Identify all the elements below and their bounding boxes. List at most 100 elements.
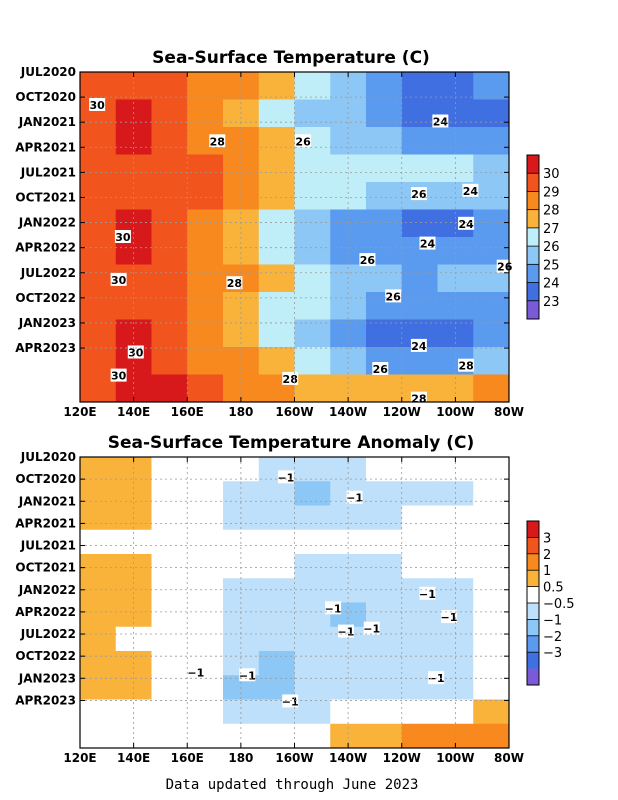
heatmap-cell <box>366 699 403 725</box>
contour-label: 24 <box>463 185 479 198</box>
heatmap-cell <box>258 292 295 320</box>
heatmap-cell <box>151 182 188 210</box>
contour-label-bg <box>282 371 299 385</box>
colorbar-swatch <box>527 586 539 604</box>
heatmap-cell <box>437 292 474 320</box>
heatmap-cell <box>187 264 224 293</box>
heatmap-cell <box>80 651 117 676</box>
anomaly-plot-area <box>80 457 510 749</box>
heatmap-cell <box>294 457 331 482</box>
heatmap-cell <box>366 651 403 676</box>
y-tick-label: OCT2021 <box>15 190 76 204</box>
y-tick-label: JUL2020 <box>20 450 76 464</box>
colorbar-swatch <box>527 227 539 247</box>
colorbar-swatch <box>527 668 539 686</box>
x-tick-label: 180 <box>228 405 253 419</box>
heatmap-cell <box>115 292 152 320</box>
sst-axes: 120E 140E 160E 180 160W 140W 120W 100W 80W JUL202… <box>15 65 524 419</box>
x-tick-label: 120E <box>63 405 96 419</box>
heatmap-cell <box>187 319 224 348</box>
heatmap-cell <box>437 127 474 155</box>
contour-label-bg <box>372 362 389 375</box>
heatmap-cell <box>330 292 367 320</box>
heatmap-cell <box>80 347 117 375</box>
heatmap-cell <box>366 182 403 210</box>
heatmap-cell <box>294 237 331 265</box>
heatmap-cell <box>151 457 188 482</box>
heatmap-cell <box>80 723 117 749</box>
contour-label: 24 <box>420 238 436 251</box>
heatmap-cell <box>258 723 295 749</box>
heatmap-cell <box>258 347 295 375</box>
colorbar-swatch <box>527 553 539 571</box>
colorbar-swatch <box>527 191 539 210</box>
colorbar-swatch <box>527 264 539 283</box>
heatmap-cell <box>401 529 438 555</box>
heatmap-cell <box>187 72 224 100</box>
x-tick-label: 120W <box>383 405 421 419</box>
contour-label-bg <box>458 358 475 372</box>
heatmap-cell <box>187 626 224 652</box>
heatmap-cell <box>294 505 331 531</box>
heatmap-cell <box>473 374 510 403</box>
heatmap-cell <box>366 505 403 531</box>
heatmap-cell <box>151 554 188 579</box>
heatmap-cell <box>187 154 224 183</box>
heatmap-cell <box>330 347 367 375</box>
heatmap-cell <box>223 578 260 603</box>
y-tick-label: OCT2022 <box>15 649 76 663</box>
colorbar-swatch <box>527 603 539 620</box>
heatmap-cell <box>366 554 403 579</box>
contour-label-bg <box>127 345 144 359</box>
heatmap-cell <box>258 209 295 238</box>
heatmap-cell <box>151 699 188 725</box>
colorbar-label: 2 <box>543 548 551 563</box>
heatmap-cell <box>151 481 188 506</box>
heatmap-cell <box>80 237 117 265</box>
heatmap-cell <box>80 699 117 725</box>
colorbar-swatch <box>527 282 539 302</box>
heatmap-cell <box>473 182 510 210</box>
colorbar-swatch <box>527 537 539 555</box>
contour-label-bg <box>110 272 127 286</box>
heatmap-cell <box>187 723 224 749</box>
heatmap-cell <box>294 529 331 555</box>
contour-label-bg <box>428 671 445 685</box>
colorbar-label: −0.5 <box>543 597 575 612</box>
heatmap-cell <box>80 554 117 579</box>
contour-label: −1 <box>346 492 363 505</box>
heatmap-cell <box>294 626 331 652</box>
contour-label: 26 <box>295 135 311 148</box>
contour-label-bg <box>410 187 427 201</box>
heatmap-cell <box>151 529 188 555</box>
contour-label: 28 <box>210 135 225 148</box>
heatmap-cell <box>473 457 510 482</box>
contour-label-bg <box>432 114 449 128</box>
contour-label-bg <box>89 98 106 111</box>
heatmap-cell <box>187 292 224 320</box>
heatmap-cell <box>151 347 188 375</box>
heatmap-cell <box>151 374 188 403</box>
heatmap-cell <box>80 529 117 555</box>
contour-label: −1 <box>363 623 380 636</box>
y-tick-label: APR2023 <box>15 693 76 707</box>
contour-label: −1 <box>419 588 436 601</box>
x-tick-label: 100W <box>436 751 474 765</box>
contour-label: 26 <box>373 363 389 376</box>
x-tick-label: 160E <box>171 751 204 765</box>
y-tick-label: APR2021 <box>15 140 76 154</box>
heatmap-cell <box>294 347 331 375</box>
contour-label-bg <box>410 338 427 352</box>
heatmap-cell <box>151 72 188 100</box>
y-tick-label: JUL2021 <box>20 165 76 179</box>
colorbar-label: 29 <box>543 185 560 200</box>
heatmap-cell <box>473 154 510 183</box>
heatmap-cell <box>401 209 438 238</box>
heatmap-cell <box>258 481 295 506</box>
heatmap-cell <box>187 602 224 628</box>
contour-label-bg <box>295 134 312 148</box>
heatmap-cell <box>80 457 117 482</box>
heatmap-cell <box>366 457 403 482</box>
colorbar-label: 25 <box>543 258 560 273</box>
y-tick-label: OCT2022 <box>15 291 76 305</box>
